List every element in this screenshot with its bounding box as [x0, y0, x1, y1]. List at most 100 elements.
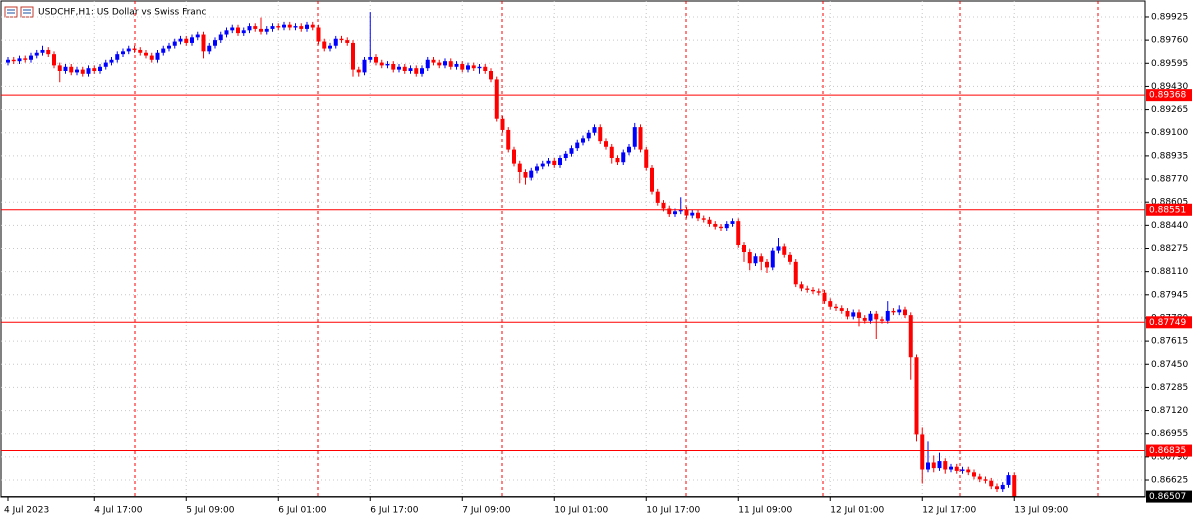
candle-body: [535, 166, 539, 171]
candle-body: [305, 24, 309, 29]
candle-body: [236, 27, 240, 34]
candle-body: [92, 68, 97, 71]
candle-body: [230, 27, 235, 31]
candle-body: [333, 38, 338, 46]
y-tick-label: 0.89265: [1151, 105, 1188, 115]
candle-body: [880, 319, 884, 321]
candle-body: [167, 45, 171, 49]
candle-body: [937, 461, 942, 469]
axes: 0.89925 0.89760 0.89595 0.89430 0.89265 0.891…: [1, 12, 1192, 516]
candle-body: [149, 55, 154, 60]
y-tick-label: 0.89760: [1151, 36, 1188, 46]
candle-body: [460, 63, 465, 70]
candle-body: [339, 38, 344, 41]
x-tick-label: 7 Jul 09:00: [462, 506, 511, 516]
candle-body: [310, 24, 315, 28]
candle-body: [632, 127, 637, 147]
candle-body: [178, 38, 183, 42]
candle-body: [466, 65, 470, 70]
x-tick-label: 11 Jul 09:00: [738, 506, 792, 516]
candle-body: [483, 66, 488, 71]
candle-body: [489, 71, 493, 80]
candle-body: [1006, 475, 1011, 485]
candle-body: [385, 63, 390, 66]
candle-body: [983, 479, 988, 481]
candle-body: [293, 26, 298, 28]
icon-frame: [20, 6, 34, 18]
y-tick-label: 0.87120: [1151, 406, 1188, 416]
y-tick-label: 0.89100: [1151, 128, 1188, 138]
y-tick-label: 0.88440: [1151, 221, 1188, 231]
candle-body: [201, 34, 206, 52]
candle-body: [770, 250, 775, 268]
candle-body: [908, 315, 913, 358]
candle-body: [144, 52, 148, 56]
candle-body: [17, 58, 22, 62]
candle-body: [161, 48, 166, 53]
candle-body: [857, 312, 861, 318]
candles: [6, 12, 1017, 497]
candle-body: [753, 256, 758, 264]
candle-body: [63, 66, 68, 71]
candle-body: [816, 291, 821, 293]
candle-body: [477, 66, 482, 69]
candle-body: [454, 63, 459, 67]
level-label-box: [1146, 203, 1192, 216]
candle-body: [609, 146, 614, 158]
last-price-label: 0.86507: [1149, 492, 1186, 502]
candle-body: [552, 160, 557, 166]
candle-body: [425, 59, 430, 69]
candle-body: [34, 52, 39, 56]
level-label-box: [1146, 89, 1192, 102]
candle-body: [540, 163, 545, 167]
candle-body: [782, 246, 787, 255]
candle-body: [926, 462, 930, 470]
candle-body: [1012, 475, 1017, 497]
candle-body: [529, 170, 534, 178]
level-label: 0.87749: [1149, 318, 1186, 328]
candle-body: [270, 26, 275, 29]
candle-body: [920, 434, 925, 470]
candle-body: [621, 152, 626, 163]
candle-body: [368, 56, 373, 60]
candle-body: [132, 48, 137, 50]
candle-body: [345, 40, 350, 43]
candle-body: [494, 79, 499, 119]
x-tick-label: 12 Jul 17:00: [922, 506, 976, 516]
candle-body: [282, 24, 286, 28]
candle-body: [29, 55, 33, 60]
candle-body: [931, 462, 936, 469]
x-tick-label: 5 Jul 09:00: [186, 506, 235, 516]
candle-body: [80, 69, 85, 74]
y-tick-label: 0.89925: [1151, 12, 1188, 22]
y-tick-label: 0.87945: [1151, 290, 1188, 300]
y-tick-label: 0.88275: [1151, 244, 1188, 254]
x-tick-label: 4 Jul 17:00: [94, 506, 143, 516]
candle-body: [121, 51, 125, 55]
candle-body: [46, 49, 51, 55]
candle-body: [75, 69, 79, 73]
candle-body: [437, 62, 442, 66]
y-tick-label: 0.87615: [1151, 337, 1188, 347]
candle-body: [903, 309, 907, 316]
candle-body: [822, 292, 827, 302]
candle-body: [977, 476, 982, 480]
y-tick-label: 0.87450: [1151, 360, 1188, 370]
level-label-box: [1146, 444, 1192, 457]
candle-body: [701, 218, 706, 220]
candle-body: [98, 66, 102, 71]
candle-body: [126, 48, 131, 52]
candle-body: [575, 142, 580, 149]
candle-body: [264, 28, 269, 32]
candle-body: [57, 65, 62, 71]
candle-body: [558, 157, 562, 166]
candle-body: [851, 312, 856, 317]
candle-body: [69, 66, 74, 73]
level-label: 0.89368: [1149, 91, 1186, 101]
candle-body: [581, 138, 585, 143]
level-label: 0.88551: [1149, 205, 1186, 215]
candle-body: [868, 313, 873, 321]
candle-body: [241, 30, 246, 34]
candle-body: [954, 466, 959, 471]
